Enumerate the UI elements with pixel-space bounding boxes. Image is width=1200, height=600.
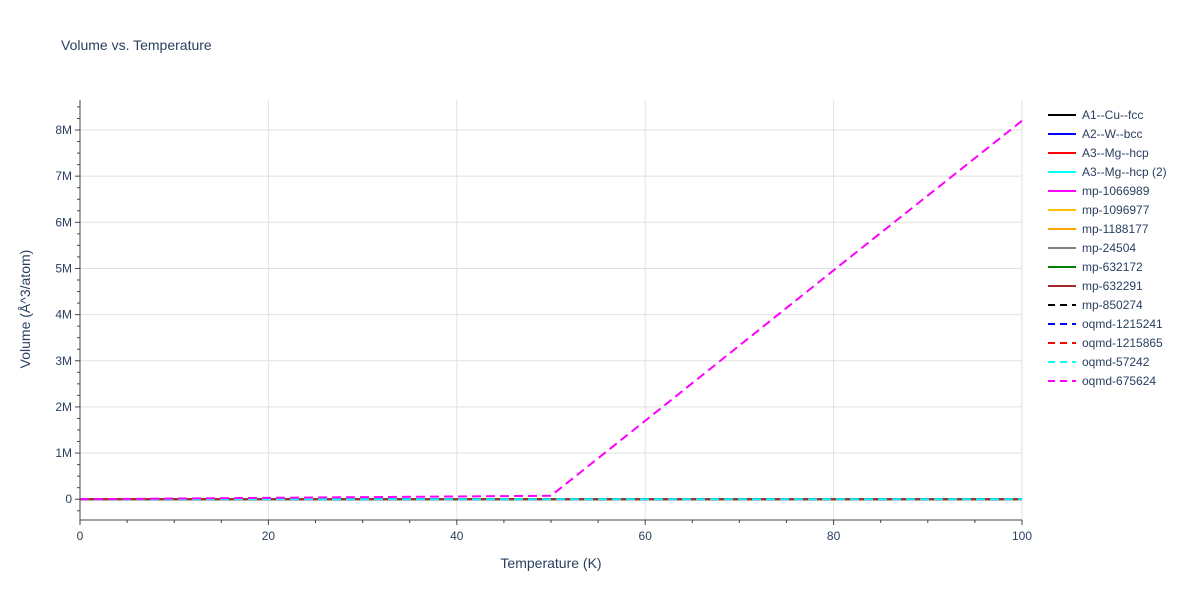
y-tick-label: 8M [55, 123, 72, 137]
x-tick-label: 60 [639, 529, 653, 543]
legend-item[interactable]: mp-1066989 [1048, 184, 1150, 198]
x-axis-ticks: 0 20 40 60 80 100 [77, 529, 1033, 543]
legend-label: mp-632172 [1082, 260, 1143, 274]
legend-item[interactable]: A1--Cu--fcc [1048, 108, 1143, 122]
grid-lines [80, 100, 1023, 520]
x-tick-label: 80 [827, 529, 841, 543]
legend-label: A1--Cu--fcc [1082, 108, 1143, 122]
legend-item[interactable]: oqmd-1215241 [1048, 317, 1163, 331]
legend-label: oqmd-1215241 [1082, 317, 1163, 331]
y-tick-label: 3M [55, 354, 72, 368]
x-axis-title: Temperature (K) [500, 555, 601, 571]
y-tick-label: 1M [55, 446, 72, 460]
legend-item[interactable]: A2--W--bcc [1048, 127, 1142, 141]
y-tick-label: 4M [55, 308, 72, 322]
legend[interactable]: A1--Cu--fcc A2--W--bcc A3--Mg--hcp A3--Mg--… [1048, 108, 1167, 388]
legend-label: mp-1096977 [1082, 203, 1150, 217]
legend-label: mp-632291 [1082, 279, 1143, 293]
legend-item[interactable]: mp-1188177 [1048, 222, 1149, 236]
plot-series [79, 119, 1023, 501]
legend-item[interactable]: mp-632172 [1048, 260, 1143, 274]
x-tick-label: 0 [77, 529, 84, 543]
legend-label: A2--W--bcc [1082, 127, 1142, 141]
legend-label: mp-1188177 [1082, 222, 1149, 236]
chart-title: Volume vs. Temperature [61, 37, 212, 53]
legend-label: mp-850274 [1082, 298, 1143, 312]
y-tick-label: 6M [55, 215, 72, 229]
y-axis-ticks: 0 1M 2M 3M 4M 5M 6M 7M 8M [55, 123, 72, 506]
x-tick-label: 100 [1012, 529, 1032, 543]
legend-label: oqmd-1215865 [1082, 336, 1163, 350]
legend-label: mp-24504 [1082, 241, 1136, 255]
legend-item[interactable]: mp-1096977 [1048, 203, 1150, 217]
legend-item[interactable]: mp-850274 [1048, 298, 1143, 312]
legend-label: A3--Mg--hcp (2) [1082, 165, 1167, 179]
y-axis-title: Volume (Å^3/atom) [17, 250, 33, 369]
x-tick-label: 40 [450, 529, 464, 543]
axes [75, 100, 1023, 525]
y-tick-label: 5M [55, 261, 72, 275]
legend-item[interactable]: A3--Mg--hcp [1048, 146, 1149, 160]
legend-label: mp-1066989 [1082, 184, 1150, 198]
legend-label: oqmd-675624 [1082, 374, 1156, 388]
x-tick-label: 20 [262, 529, 276, 543]
y-tick-label: 7M [55, 169, 72, 183]
legend-item[interactable]: mp-632291 [1048, 279, 1143, 293]
legend-item[interactable]: oqmd-57242 [1048, 355, 1150, 369]
legend-item[interactable]: oqmd-1215865 [1048, 336, 1163, 350]
legend-label: A3--Mg--hcp [1082, 146, 1149, 160]
series-line-oqmd-675624 [79, 119, 1023, 501]
y-tick-label: 0 [65, 492, 72, 506]
legend-label: oqmd-57242 [1082, 355, 1150, 369]
y-tick-label: 2M [55, 400, 72, 414]
legend-item[interactable]: A3--Mg--hcp (2) [1048, 165, 1167, 179]
legend-item[interactable]: mp-24504 [1048, 241, 1136, 255]
legend-item[interactable]: oqmd-675624 [1048, 374, 1156, 388]
